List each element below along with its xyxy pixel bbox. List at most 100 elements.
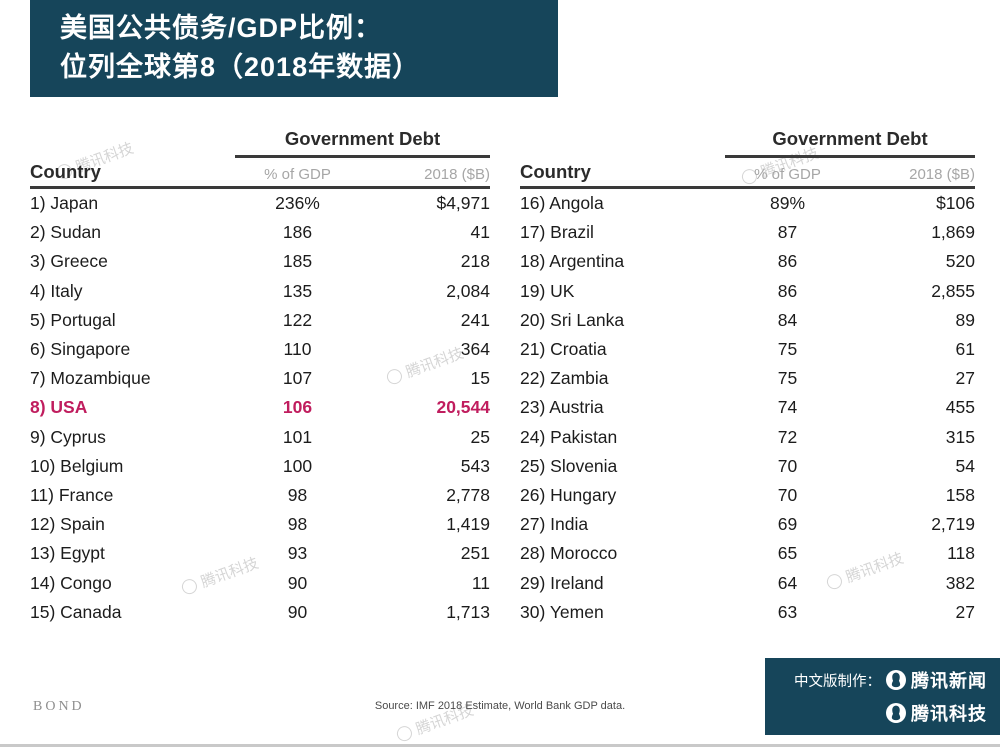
table-row: 4) Italy 135 2,084: [30, 277, 490, 306]
debt-2018-cell: 54: [955, 455, 975, 476]
table-row: 3) Greece 185 218: [30, 247, 490, 276]
table-row: 13) Egypt 93 251: [30, 539, 490, 568]
table-row: 7) Mozambique 107 15: [30, 364, 490, 393]
pct-of-gdp-cell: 70: [777, 455, 798, 476]
country-cell: 29) Ireland: [520, 572, 604, 593]
debt-2018-cell: $4,971: [436, 193, 490, 214]
pct-of-gdp-cell: 84: [777, 309, 798, 330]
debt-2018-cell: 455: [945, 397, 975, 418]
pct-of-gdp-cell: 100: [282, 455, 313, 476]
country-cell: 28) Morocco: [520, 543, 618, 564]
country-cell: 30) Yemen: [520, 601, 604, 622]
country-cell: 25) Slovenia: [520, 455, 618, 476]
table-row: 2) Sudan 186 41: [30, 218, 490, 247]
country-cell: 22) Zambia: [520, 368, 609, 389]
column-header-pct-of-gdp: % of GDP: [264, 166, 331, 183]
credit-tencent-news: 腾讯新闻: [911, 671, 987, 691]
debt-2018-cell: 543: [460, 455, 490, 476]
pct-of-gdp-cell: 75: [777, 368, 798, 389]
table-row: 5) Portugal 122 241: [30, 306, 490, 335]
table-row: 11) France 98 2,778: [30, 481, 490, 510]
country-cell: 4) Italy: [30, 280, 83, 301]
pct-of-gdp-cell: 98: [287, 484, 308, 505]
pct-of-gdp-cell: 86: [777, 280, 798, 301]
pct-of-gdp-cell: 110: [283, 339, 312, 360]
debt-2018-cell: 520: [945, 251, 975, 272]
country-cell: 24) Pakistan: [520, 426, 618, 447]
country-cell: 16) Angola: [520, 193, 604, 214]
pct-of-gdp-cell: 72: [777, 426, 798, 447]
tencent-logo-icon: [394, 724, 415, 744]
debt-table-left: Government Debt Country % of GDP 2018 ($…: [30, 128, 490, 627]
country-cell: 7) Mozambique: [30, 368, 151, 389]
pct-of-gdp-cell: 122: [282, 309, 313, 330]
country-cell: 8) USA: [30, 397, 88, 418]
country-cell: 17) Brazil: [520, 222, 594, 243]
debt-2018-cell: 364: [460, 339, 490, 360]
credit-line-2: 腾讯科技: [886, 700, 987, 726]
debt-table-right: Government Debt Country % of GDP 2018 ($…: [520, 128, 975, 627]
pct-of-gdp-cell: 236%: [275, 193, 320, 214]
column-header-pct-of-gdp: % of GDP: [754, 166, 821, 183]
country-cell: 20) Sri Lanka: [520, 309, 625, 330]
table-row: 25) Slovenia 70 54: [520, 452, 975, 481]
debt-2018-cell: 2,855: [931, 280, 975, 301]
pct-of-gdp-cell: 63: [777, 601, 798, 622]
title-line-1: 美国公共债务/GDP比例：: [60, 13, 383, 43]
table-row: 9) Cyprus 101 25: [30, 423, 490, 452]
debt-2018-cell: 251: [460, 543, 490, 564]
pct-of-gdp-cell: 98: [287, 514, 308, 535]
debt-2018-cell: 1,713: [446, 601, 490, 622]
country-cell: 10) Belgium: [30, 455, 124, 476]
table-row: 26) Hungary 70 158: [520, 481, 975, 510]
bottom-divider: [0, 744, 1000, 747]
debt-2018-cell: 20,544: [436, 397, 490, 418]
credit-line-1: 中文版制作： 腾讯新闻: [794, 667, 987, 693]
debt-2018-cell: 2,084: [446, 280, 490, 301]
country-cell: 1) Japan: [30, 193, 99, 214]
table-row: 1) Japan 236% $4,971: [30, 189, 490, 218]
country-cell: 19) UK: [520, 280, 575, 301]
country-cell: 3) Greece: [30, 251, 108, 272]
country-cell: 6) Singapore: [30, 339, 131, 360]
debt-2018-cell: 25: [470, 426, 490, 447]
credit-box: 中文版制作： 腾讯新闻 腾讯科技: [765, 658, 1000, 735]
table-row: 24) Pakistan 72 315: [520, 423, 975, 452]
table-row: 17) Brazil 87 1,869: [520, 218, 975, 247]
group-header-government-debt: Government Debt: [235, 128, 490, 158]
column-header-2018-b: 2018 ($B): [424, 166, 490, 183]
debt-2018-cell: 27: [955, 368, 975, 389]
penguin-icon: [886, 703, 906, 723]
group-header-row: Government Debt: [30, 128, 490, 158]
table-row: 27) India 69 2,719: [520, 510, 975, 539]
pct-of-gdp-cell: 90: [287, 601, 308, 622]
pct-of-gdp-cell: 186: [282, 222, 313, 243]
pct-of-gdp-cell: 75: [777, 339, 798, 360]
debt-2018-cell: 41: [470, 222, 490, 243]
pct-of-gdp-cell: 89%: [769, 193, 806, 214]
country-cell: 18) Argentina: [520, 251, 625, 272]
debt-2018-cell: 315: [945, 426, 975, 447]
table-row: 29) Ireland 64 382: [520, 568, 975, 597]
debt-2018-cell: 2,778: [446, 484, 490, 505]
column-header-2018-b: 2018 ($B): [909, 166, 975, 183]
country-cell: 15) Canada: [30, 601, 122, 622]
column-header-country: Country: [30, 161, 101, 182]
debt-2018-cell: 1,419: [446, 514, 490, 535]
title-line-2: 位列全球第8（2018年数据）: [60, 52, 421, 82]
debt-2018-cell: 89: [955, 309, 975, 330]
country-cell: 14) Congo: [30, 572, 112, 593]
table-row: 14) Congo 90 11: [30, 568, 490, 597]
pct-of-gdp-cell: 69: [777, 514, 798, 535]
column-header-row: Country % of GDP 2018 ($B): [30, 158, 490, 189]
title-box: 美国公共债务/GDP比例： 位列全球第8（2018年数据）: [30, 0, 558, 97]
pct-of-gdp-cell: 64: [777, 572, 798, 593]
table-rows: 1) Japan 236% $4,971 2) Sudan 186 41 3) Greece…: [30, 189, 490, 627]
country-cell: 11) France: [30, 484, 114, 505]
table-row: 23) Austria 74 455: [520, 393, 975, 422]
table-row: 19) UK 86 2,855: [520, 277, 975, 306]
bond-logo: BOND: [33, 699, 85, 714]
debt-2018-cell: 241: [460, 309, 490, 330]
debt-2018-cell: 61: [955, 339, 975, 360]
